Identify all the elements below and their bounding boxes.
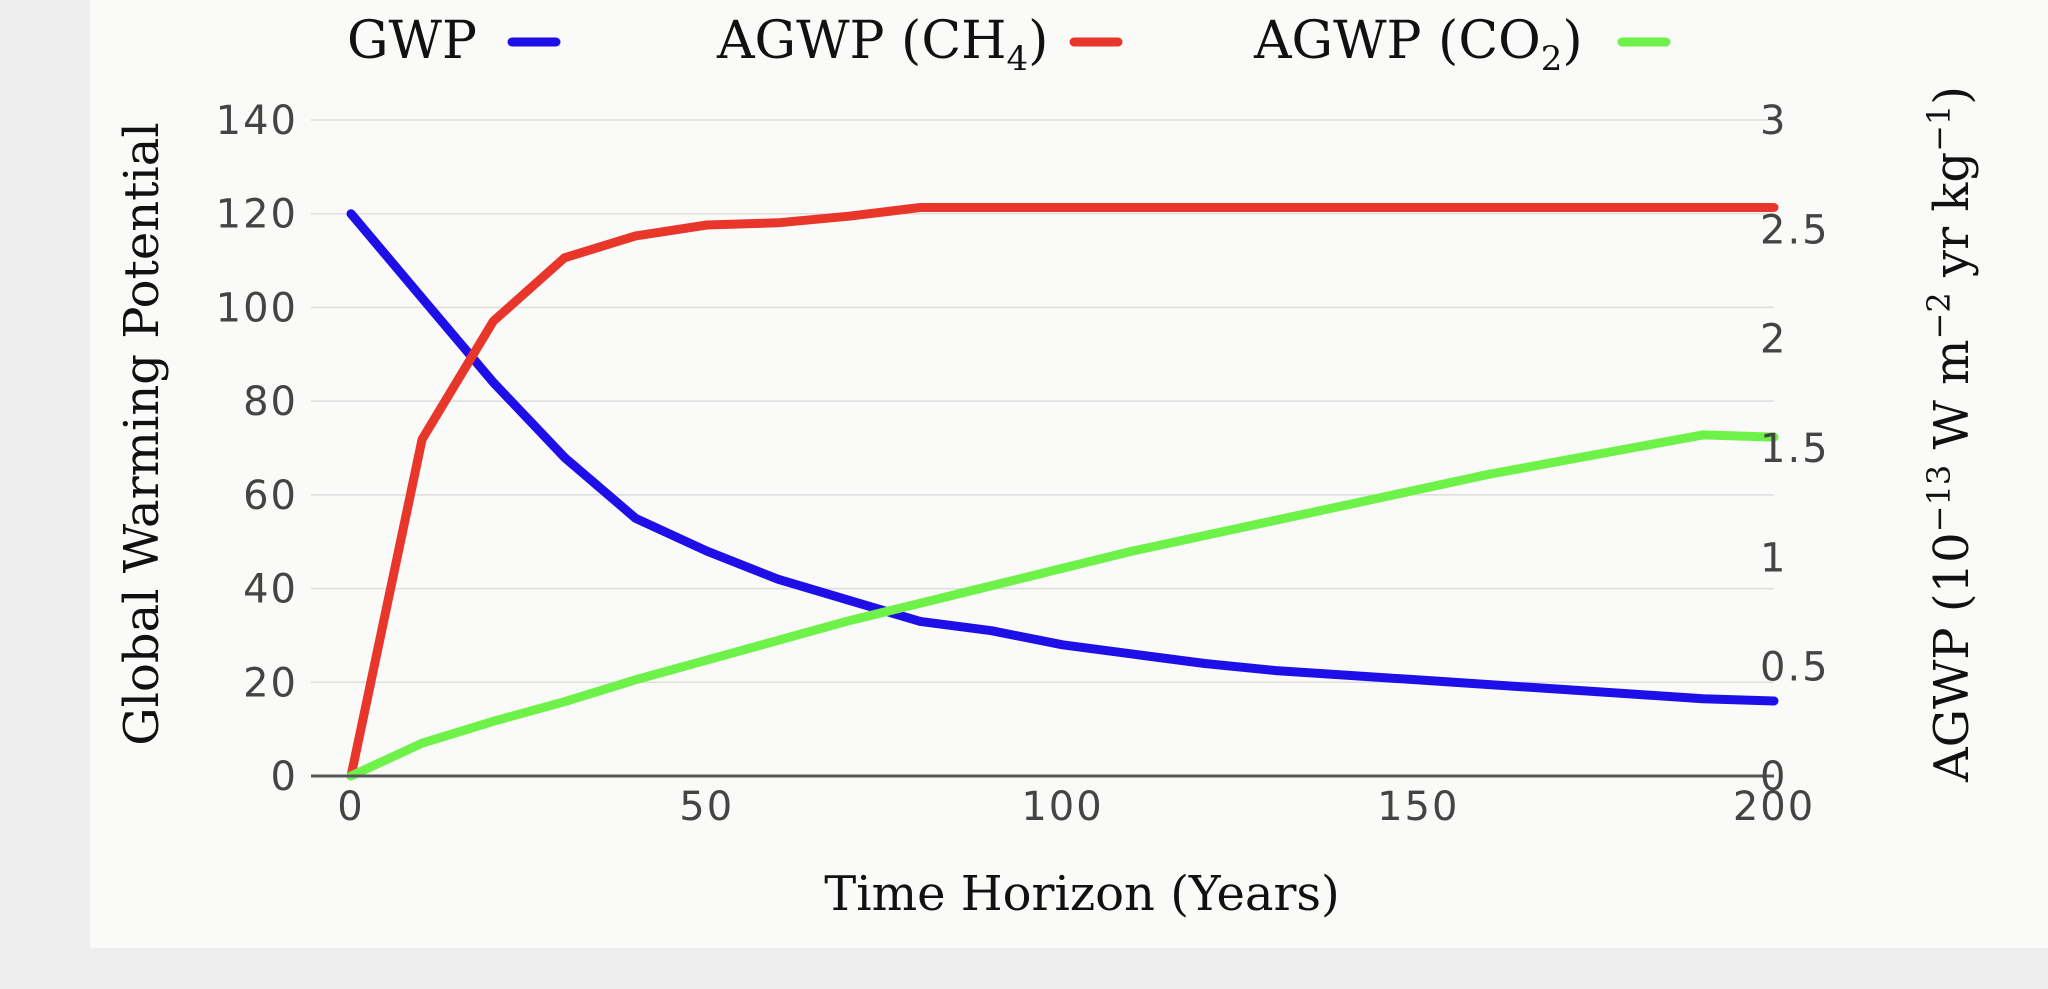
y-tick-right-0.5: 0.5 <box>1760 645 1830 691</box>
y-axis-title-left: Global Warming Potential <box>114 122 170 746</box>
y-right-exp3: −1 <box>1920 105 1958 152</box>
series-line-agwp-ch4 <box>346 203 1779 781</box>
x-axis-title: Time Horizon (Years) <box>824 866 1340 922</box>
y-tick-left-100: 100 <box>216 285 298 331</box>
legend-label-agwp-co2: AGWP (CO2) <box>1253 11 1583 79</box>
y-tick-left-20: 20 <box>243 660 298 706</box>
series-line-gwp <box>346 209 1779 706</box>
y-right-middle2: yr kg <box>1924 152 1980 292</box>
y-axis-title-right: AGWP (10−13 W m−2 yr kg−1) <box>1920 86 1980 783</box>
y-right-prefix: AGWP (10 <box>1924 532 1980 783</box>
series-line-agwp-co2 <box>346 430 1779 781</box>
legend-label-gwp: GWP <box>347 11 477 71</box>
x-tick-150: 150 <box>1377 784 1459 830</box>
x-tick-50: 50 <box>679 784 734 830</box>
x-tick-100: 100 <box>1021 784 1103 830</box>
y-tick-left-40: 40 <box>243 567 298 613</box>
y-tick-left-0: 0 <box>271 754 298 800</box>
y-right-middle: W m <box>1924 339 1980 464</box>
y-right-exp2: −2 <box>1920 292 1958 339</box>
y-tick-right-2.5: 2.5 <box>1760 207 1830 253</box>
y-right-exp1: −13 <box>1920 465 1958 533</box>
x-tick-200: 200 <box>1733 784 1815 830</box>
y-tick-left-140: 140 <box>216 98 298 144</box>
y-tick-right-1.5: 1.5 <box>1760 426 1830 472</box>
y-right-suffix: ) <box>1924 86 1980 105</box>
y-tick-right-2: 2 <box>1760 317 1787 363</box>
y-tick-right-3: 3 <box>1760 98 1787 144</box>
legend-label-agwp-ch4: AGWP (CH4) <box>716 11 1048 79</box>
y-tick-left-60: 60 <box>243 473 298 519</box>
x-tick-0: 0 <box>337 784 364 830</box>
y-tick-left-80: 80 <box>243 379 298 425</box>
y-tick-right-1: 1 <box>1760 535 1787 581</box>
y-tick-left-120: 120 <box>216 192 298 238</box>
y-tick-right-0: 0 <box>1760 754 1787 800</box>
